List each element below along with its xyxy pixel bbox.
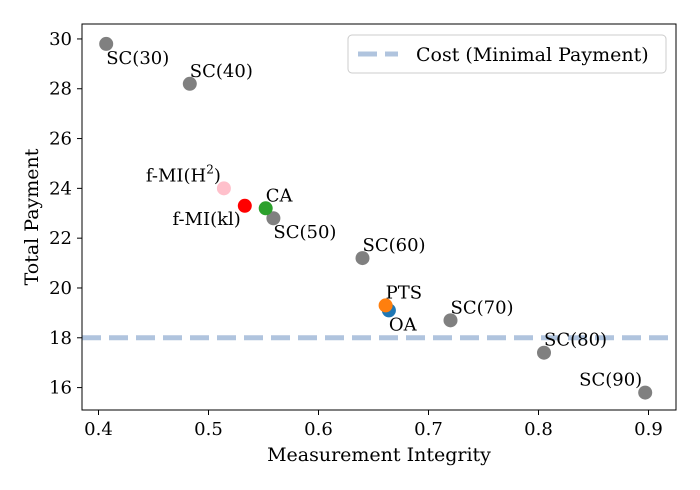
- y-tick-label: 18: [49, 328, 72, 349]
- point-label-sc-50: SC(50): [273, 222, 336, 243]
- point-label-sc-90: SC(90): [579, 370, 642, 391]
- y-tick-label: 22: [49, 228, 72, 249]
- y-tick-label: 30: [49, 29, 72, 50]
- y-axis-label: Total Payment: [21, 148, 43, 285]
- plot-frame: [81, 23, 677, 411]
- y-tick-label: 24: [49, 178, 72, 199]
- x-tick-label: 0.7: [414, 419, 443, 440]
- y-tick-label: 26: [49, 129, 72, 150]
- point-sc-70: [443, 313, 458, 328]
- legend-box: [347, 34, 667, 74]
- point-label-sc-70: SC(70): [451, 297, 514, 318]
- point-sc-90: [638, 385, 653, 400]
- x-tick-label: 0.9: [634, 419, 663, 440]
- x-tick-label: 0.8: [524, 419, 553, 440]
- point-label-sc-60: SC(60): [363, 235, 426, 256]
- point-pts: [378, 298, 393, 313]
- x-tick-label: 0.6: [304, 419, 333, 440]
- point-sc-80: [537, 345, 551, 360]
- point-sc-40: [182, 76, 197, 91]
- x-tick-label: 0.4: [84, 419, 113, 440]
- y-tick-label: 16: [49, 378, 72, 399]
- legend-label: Cost (Minimal Payment): [416, 44, 649, 66]
- point-sc-30: [99, 36, 114, 51]
- y-tick-label: 20: [49, 278, 72, 299]
- point-label-pts: PTS: [386, 282, 422, 303]
- point-label-sc-80: SC(80): [544, 330, 607, 351]
- point-label-ca: CA: [266, 185, 294, 206]
- point-sc-50: [266, 211, 281, 226]
- x-axis-label: Measurement Integrity: [267, 444, 491, 466]
- point-ca: [258, 201, 273, 216]
- point-f-mi-kl: [237, 198, 252, 213]
- point-label-f-mi-kl: f-MI(kl): [172, 209, 240, 230]
- point-sc-60: [355, 251, 370, 266]
- point-label-f-mi-h-2: f-MI(H2): [146, 162, 221, 186]
- point-label-sc-30: SC(30): [106, 48, 169, 69]
- y-tick-label: 28: [49, 79, 72, 100]
- point-f-mi-h-2: [216, 181, 231, 196]
- x-tick-label: 0.5: [194, 419, 223, 440]
- point-label-sc-40: SC(40): [190, 61, 253, 82]
- point-label-oa: OA: [389, 314, 418, 335]
